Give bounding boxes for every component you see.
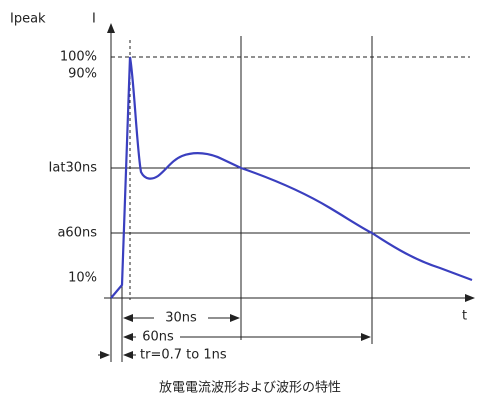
level-label: Iat30ns: [49, 161, 98, 176]
dimension-label: 30ns: [165, 311, 197, 326]
dimension-label: tr=0.7 to 1ns: [140, 348, 227, 363]
waveform: [110, 56, 473, 299]
x-axis-symbol: t: [462, 309, 467, 324]
level-label: 10%: [68, 271, 97, 286]
dimension-label: 60ns: [142, 330, 174, 345]
y-axis-label: Ipeak: [10, 12, 46, 27]
level-label: 90%: [68, 67, 97, 82]
y-axis-symbol: I: [92, 12, 96, 27]
caption: 放電電流波形および波形の特性: [159, 381, 341, 396]
level-label: 100%: [60, 50, 97, 65]
level-label: a60ns: [57, 226, 97, 241]
